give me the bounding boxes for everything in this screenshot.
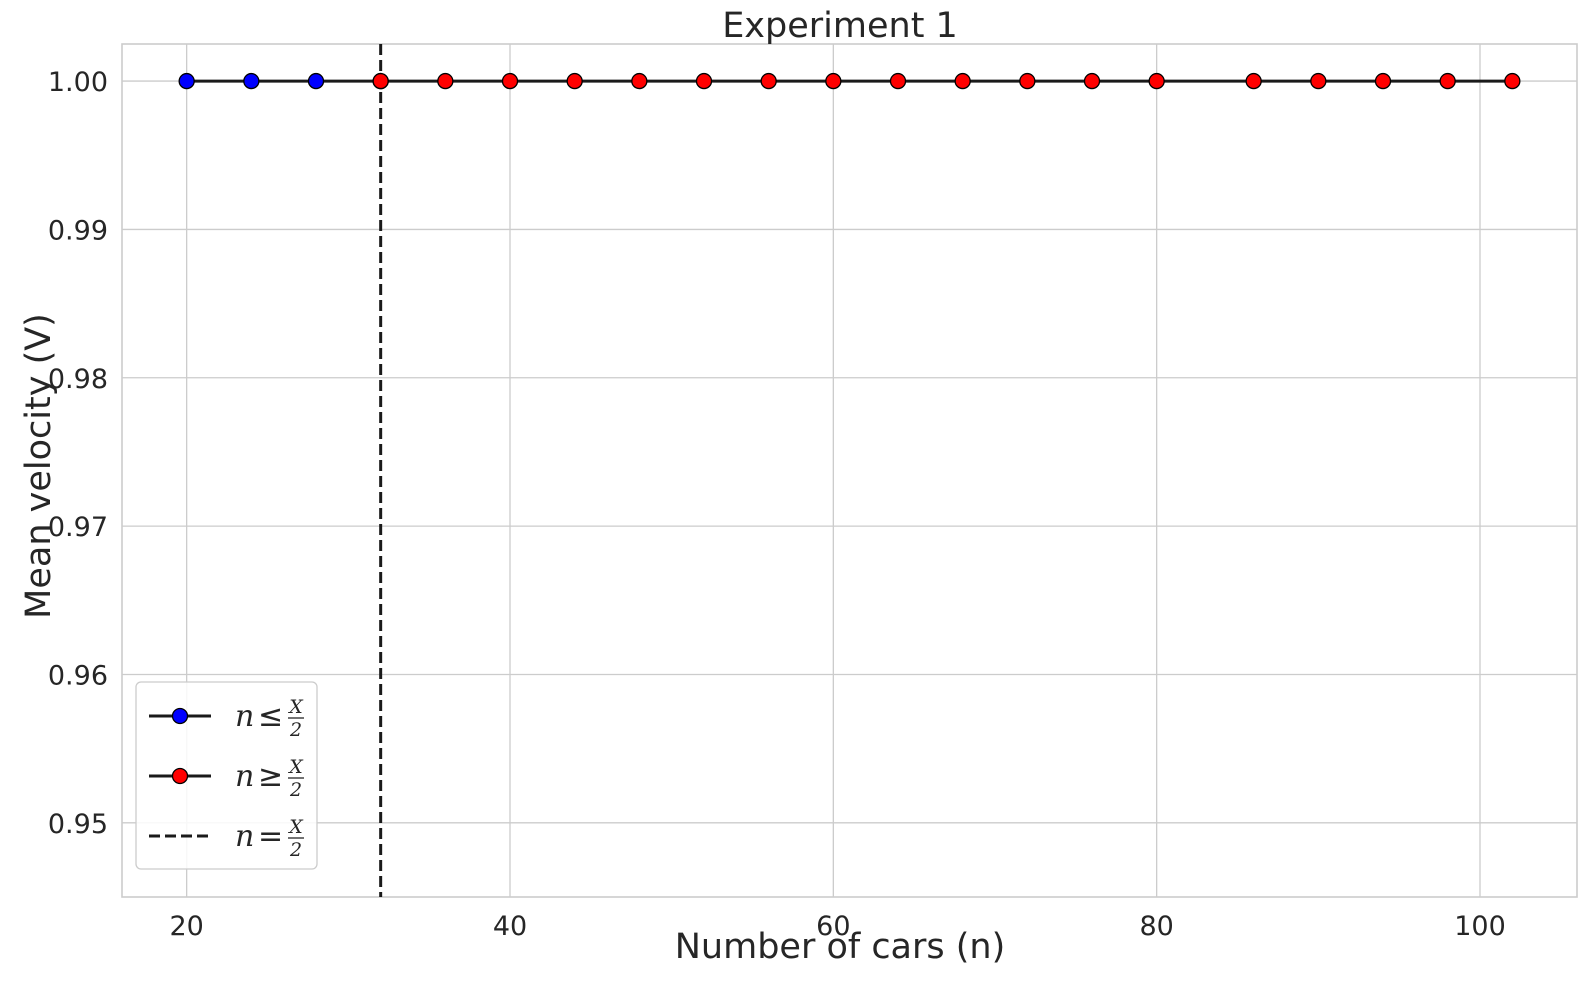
data-point-above <box>1019 72 1036 90</box>
y-tick-label: 0.99 <box>48 215 108 246</box>
data-point-above <box>760 72 777 90</box>
data-point-above <box>1310 72 1327 90</box>
data-point-above <box>889 72 907 90</box>
legend-variable: n <box>235 759 254 794</box>
legend-variable: n <box>235 819 254 854</box>
x-tick-label: 60 <box>816 911 850 942</box>
y-tick-label: 0.98 <box>48 364 108 395</box>
data-point-above <box>1374 72 1392 90</box>
series-layer <box>178 72 1521 90</box>
data-point-above <box>501 72 519 90</box>
y-axis-title: Mean velocity (V) <box>19 313 59 619</box>
legend-operator: ≥ <box>258 759 283 794</box>
data-point-below <box>178 72 195 90</box>
legend-fraction-denominator: 2 <box>289 839 302 861</box>
legend-marker-icon <box>171 707 189 725</box>
data-point-above <box>437 72 454 90</box>
data-point-above <box>1083 72 1101 90</box>
y-tick-label: 0.97 <box>48 512 108 543</box>
data-point-above <box>1504 72 1521 90</box>
legend-operator: = <box>258 819 283 854</box>
x-tick-label: 40 <box>493 911 527 942</box>
legend-entry: n = X2 <box>149 816 304 861</box>
chart-title: Experiment 1 <box>722 6 958 46</box>
data-point-below <box>307 72 325 90</box>
data-point-above <box>695 72 713 90</box>
legend-fraction-numerator: X <box>287 696 304 718</box>
y-tick-label: 1.00 <box>48 67 108 98</box>
legend-fraction-denominator: 2 <box>289 719 302 741</box>
legend-variable: n <box>235 699 254 734</box>
x-axis-title: Number of cars (n) <box>675 927 1006 967</box>
data-point-above <box>1439 72 1456 90</box>
legend-box <box>135 681 318 870</box>
legend-fraction-numerator: X <box>287 756 304 778</box>
data-point-above <box>372 72 389 90</box>
legend-marker-icon <box>171 767 189 785</box>
data-point-below <box>243 72 260 90</box>
tick-labels: 20 40 60 80 100 0.95 0.96 0.97 0.98 0.99 1.00 <box>48 67 1506 942</box>
plot-border <box>121 43 1578 898</box>
legend-fraction-denominator: 2 <box>289 779 302 801</box>
legend-fraction-numerator: X <box>287 816 304 838</box>
legend-entry: n ≥ X2 <box>149 756 304 801</box>
y-tick-label: 0.95 <box>48 809 108 840</box>
x-tick-label: 80 <box>1139 911 1173 942</box>
data-point-above <box>566 72 583 90</box>
legend-operator: ≤ <box>258 699 283 734</box>
data-point-above <box>825 72 842 90</box>
y-tick-label: 0.96 <box>48 660 108 691</box>
data-point-above <box>1148 72 1165 90</box>
data-point-above <box>631 72 648 90</box>
x-tick-label: 20 <box>169 911 203 942</box>
data-point-above <box>1245 72 1262 90</box>
data-point-above <box>954 72 971 90</box>
plot-frame <box>121 43 1578 898</box>
legend-entry: n ≤ X2 <box>149 696 304 741</box>
x-tick-label: 100 <box>1454 911 1506 942</box>
legend: n ≤ X2n ≥ X2n = X2 <box>135 681 318 870</box>
